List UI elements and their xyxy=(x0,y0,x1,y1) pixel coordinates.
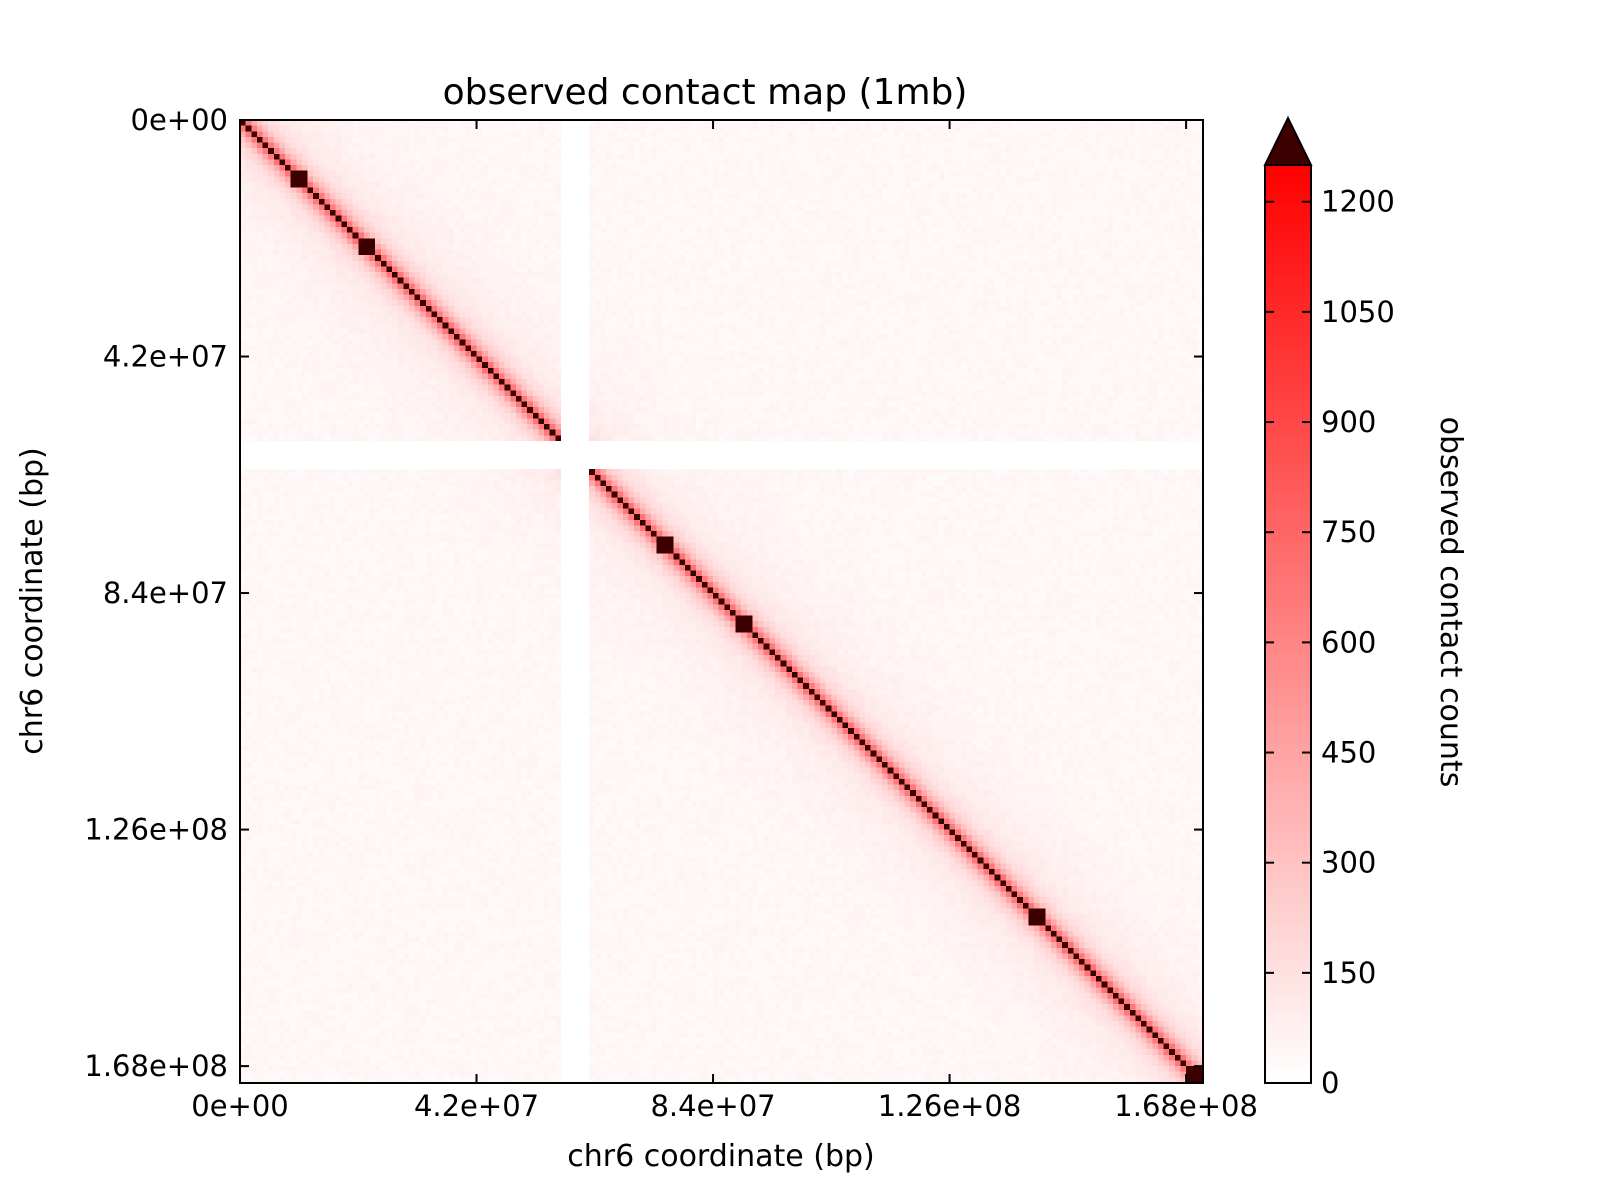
colorbar-tick-label: 1050 xyxy=(1321,295,1395,329)
y-tick-label: 0e+00 xyxy=(131,103,229,137)
colorbar-tick-label: 450 xyxy=(1321,736,1376,770)
y-tick-label: 8.4e+07 xyxy=(103,576,228,610)
plot-frame xyxy=(239,119,1204,1084)
y-tick-label: 4.2e+07 xyxy=(103,340,228,374)
heatmap-cells xyxy=(240,120,1203,1083)
x-tick-label: 1.26e+08 xyxy=(878,1089,1022,1123)
colorbar-ticks: 0 150 300 450 600 750 900 1050 1200 xyxy=(1265,185,1395,1100)
y-tick-label: 1.68e+08 xyxy=(84,1049,228,1083)
y-tick-label: 1.26e+08 xyxy=(84,813,228,847)
colorbar-tick-label: 0 xyxy=(1321,1066,1339,1100)
x-axis-label: chr6 coordinate (bp) xyxy=(567,1139,875,1174)
y-axis-ticks: 0e+00 4.2e+07 8.4e+07 1.26e+08 1.68e+08 xyxy=(84,103,1203,1083)
x-tick-label: 0e+00 xyxy=(191,1089,289,1123)
colorbar: 0 150 300 450 600 750 900 1050 1200 observed con… xyxy=(1263,115,1468,1100)
colorbar-extend-arrow xyxy=(1263,115,1313,166)
colorbar-gradient xyxy=(1264,164,1312,1084)
y-axis-label: chr6 coordinate (bp) xyxy=(15,447,50,755)
colorbar-tick-label: 900 xyxy=(1321,405,1376,439)
x-tick-label: 4.2e+07 xyxy=(414,1089,539,1123)
colorbar-tick-label: 600 xyxy=(1321,625,1376,659)
colorbar-tick-label: 750 xyxy=(1321,515,1376,549)
colorbar-tick-label: 300 xyxy=(1321,846,1376,880)
colorbar-tick-label: 1200 xyxy=(1321,185,1395,219)
chart-title: observed contact map (1mb) xyxy=(443,72,968,113)
x-tick-label: 8.4e+07 xyxy=(650,1089,775,1123)
x-tick-label: 1.68e+08 xyxy=(1114,1089,1258,1123)
colorbar-label: observed contact counts xyxy=(1433,417,1468,788)
heatmap xyxy=(240,120,1203,1083)
x-axis-ticks: 0e+00 4.2e+07 8.4e+07 1.26e+08 1.68e+08 xyxy=(191,120,1258,1123)
colorbar-tick-label: 150 xyxy=(1321,956,1376,990)
